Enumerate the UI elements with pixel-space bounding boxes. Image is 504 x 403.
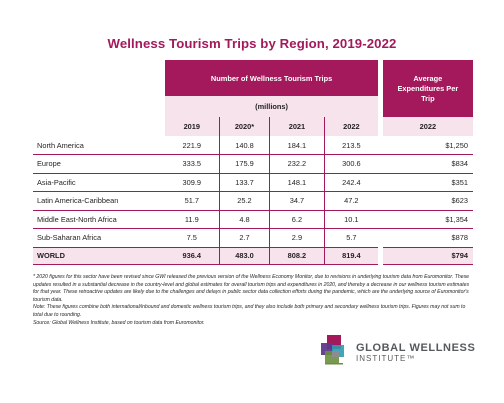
expend-value: $351 — [382, 173, 473, 192]
expend-value: $878 — [451, 233, 468, 243]
trips-header: Number of Wellness Tourism Trips — [164, 60, 379, 96]
footnote-source: Source: Global Wellness Institute, based… — [33, 319, 205, 326]
trips-value: 309.9 — [164, 173, 220, 192]
trips-value: 2.7 — [218, 228, 270, 247]
total-row: WORLD 936.4 483.0 808.2 819.4 $794 — [33, 246, 473, 265]
trips-value: 4.8 — [218, 210, 270, 229]
table-row: North America 221.9 140.8 184.1 213.5 $1… — [33, 136, 473, 155]
trips-value: 10.1 — [323, 210, 379, 229]
trips-value: 133.7 — [218, 173, 270, 192]
footnote-note: Note: These figures combine both interna… — [33, 304, 466, 318]
region-label: Latin America-Caribbean — [33, 191, 165, 211]
table-row: Asia-Pacific 309.9 133.7 148.1 242.4 $35… — [33, 173, 473, 192]
trips-value: 140.8 — [218, 136, 270, 155]
region-label: North America — [33, 136, 165, 155]
total-value: 808.2 — [269, 246, 324, 265]
logo-subname: INSTITUTE™ — [356, 354, 416, 363]
trips-value: 47.2 — [323, 191, 379, 211]
year-header-2021: 2021 — [269, 117, 324, 136]
trips-value: 7.5 — [186, 233, 197, 243]
trips-value: 148.1 — [269, 173, 324, 192]
total-value: 936.4 — [164, 246, 220, 265]
trips-value: 175.9 — [218, 154, 270, 174]
trips-value: 51.7 — [164, 191, 220, 211]
gwi-logo-mark-icon — [321, 335, 344, 365]
trips-table: Number of Wellness Tourism Trips Average… — [33, 60, 473, 265]
expend-value: $834 — [382, 154, 473, 174]
page-title: Wellness Tourism Trips by Region, 2019-2… — [107, 36, 397, 51]
region-label: Europe — [33, 154, 165, 174]
year-header-2019: 2019 — [164, 117, 220, 136]
year-header-2022: 2022 — [323, 117, 379, 136]
trips-value: 221.9 — [164, 136, 220, 155]
table-row: Europe 333.5 175.9 232.2 300.6 $834 — [33, 154, 473, 174]
trips-value: 333.5 — [164, 154, 220, 174]
trips-value: 11.9 — [164, 210, 220, 229]
total-label: WORLD — [33, 246, 165, 265]
region-label: Middle East-North Africa — [33, 210, 165, 229]
gwi-logo: GLOBAL WELLNESS INSTITUTE™ — [318, 334, 488, 366]
header-blank — [33, 60, 165, 96]
expenditures-header: Average Expenditures Per Trip — [382, 60, 473, 117]
footnotes: * 2020 figures for this sector have been… — [33, 274, 475, 327]
total-expend-value: $794 — [382, 246, 473, 265]
trips-value: 184.1 — [269, 136, 324, 155]
total-value: 483.0 — [218, 246, 270, 265]
trips-value: 232.2 — [269, 154, 324, 174]
trips-value: 6.2 — [269, 210, 324, 229]
year-header-2020: 2020* — [218, 117, 270, 136]
expend-value: $1,354 — [382, 210, 473, 229]
logo-name: GLOBAL WELLNESS — [356, 342, 476, 354]
trips-value: 242.4 — [323, 173, 379, 192]
trips-value: 25.2 — [218, 191, 270, 211]
trips-value: 300.6 — [323, 154, 379, 174]
table-row: Latin America-Caribbean 51.7 25.2 34.7 4… — [33, 191, 473, 211]
footnote-revision: * 2020 figures for this sector have been… — [33, 274, 470, 303]
expend-value: $1,250 — [382, 136, 473, 155]
table-row: Middle East-North Africa 11.9 4.8 6.2 10… — [33, 210, 473, 229]
table-row: Sub-Saharan Africa 7.5 2.7 2.9 5.7 $878 — [33, 228, 473, 247]
trips-value: 34.7 — [269, 191, 324, 211]
region-label: Sub-Saharan Africa — [37, 233, 102, 243]
expend-value: $623 — [382, 191, 473, 211]
units-label: (millions) — [164, 96, 379, 117]
trips-value: 213.5 — [323, 136, 379, 155]
region-label: Asia-Pacific — [33, 173, 165, 192]
trips-value: 5.7 — [323, 228, 379, 247]
expend-year-header: 2022 — [382, 117, 473, 136]
trips-value: 2.9 — [269, 228, 324, 247]
total-value: 819.4 — [323, 246, 379, 265]
